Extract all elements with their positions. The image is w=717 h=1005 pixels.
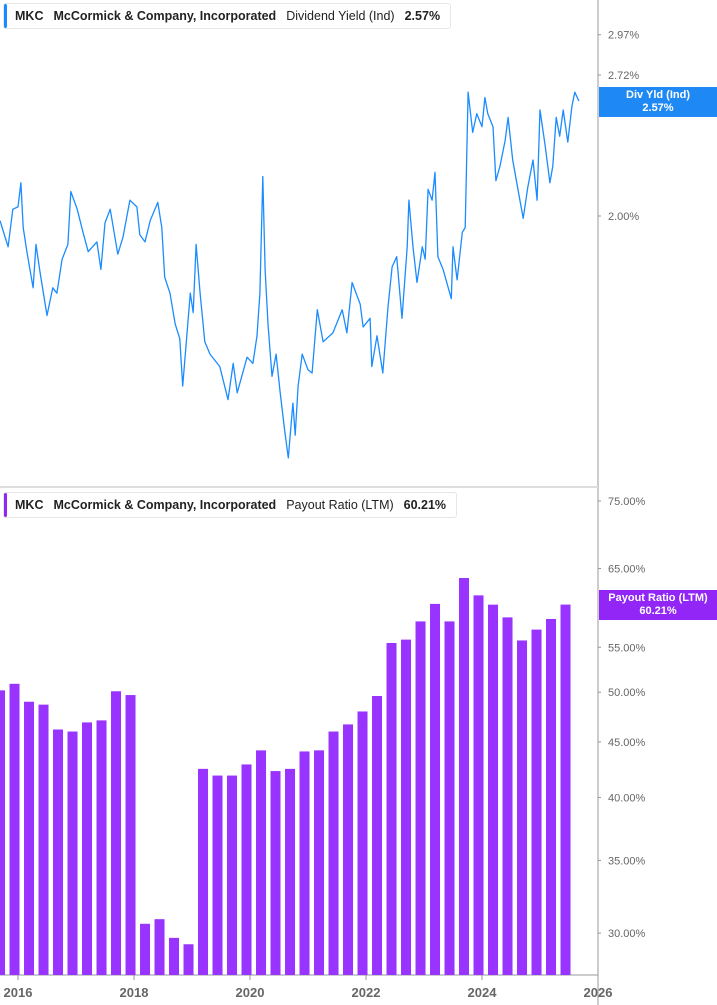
bar	[140, 923, 151, 975]
y-tick-label: 55.00%	[608, 642, 646, 654]
y-tick-label: 50.00%	[608, 687, 646, 699]
legend-value: 60.21%	[403, 498, 447, 512]
legend-ticker: MKC	[15, 498, 44, 512]
bar	[96, 720, 107, 975]
tag-label: Payout Ratio (LTM)	[608, 592, 708, 604]
series-color-stripe	[4, 493, 7, 517]
x-tick-label: 2026	[584, 985, 613, 1000]
x-tick-label: 2018	[120, 985, 149, 1000]
bar	[343, 724, 354, 975]
legend-ticker: MKC	[15, 9, 44, 23]
bar	[212, 775, 223, 975]
y-tick-label: 40.00%	[608, 792, 646, 804]
bar	[386, 643, 397, 975]
y-tick-label: 2.97%	[608, 30, 639, 42]
payout-ratio-last-value-tag: Payout Ratio (LTM) 60.21%	[599, 590, 717, 620]
bar	[154, 919, 165, 975]
x-tick-label: 2024	[468, 985, 498, 1000]
legend-company: McCormick & Company, Incorporated	[53, 498, 277, 512]
bar	[502, 617, 513, 975]
bar	[372, 696, 383, 975]
bar	[357, 711, 368, 975]
bar	[546, 618, 557, 975]
legend-company: McCormick & Company, Incorporated	[53, 9, 277, 23]
bar	[0, 690, 6, 975]
top-legend: MKC McCormick & Company, Incorporated Di…	[3, 3, 452, 29]
bar	[328, 731, 339, 975]
bar	[430, 603, 441, 975]
bar	[169, 937, 180, 975]
tag-value: 2.57%	[642, 102, 674, 114]
bar	[227, 775, 238, 975]
bar	[67, 731, 78, 975]
bar	[256, 750, 267, 975]
x-tick-label: 2020	[236, 985, 265, 1000]
y-tick-label: 2.00%	[608, 211, 639, 223]
x-tick-label: 2022	[352, 985, 381, 1000]
bar	[270, 771, 281, 975]
bar	[444, 621, 455, 975]
y-tick-label: 65.00%	[608, 563, 646, 575]
y-tick-label: 2.72%	[608, 70, 639, 82]
tag-label: Div Yld (Ind)	[626, 89, 690, 101]
y-tick-label: 75.00%	[608, 496, 646, 508]
bar	[473, 595, 484, 975]
legend-metric: Dividend Yield (Ind)	[286, 9, 395, 23]
tag-value: 60.21%	[639, 605, 677, 617]
bar	[299, 751, 310, 975]
bar-series	[0, 578, 571, 975]
dividend-yield-last-value-tag: Div Yld (Ind) 2.57%	[599, 87, 717, 117]
bar	[38, 704, 49, 975]
bar	[488, 604, 499, 975]
bar	[24, 701, 35, 975]
bar	[401, 639, 412, 975]
bottom-legend: MKC McCormick & Company, Incorporated Pa…	[3, 492, 458, 518]
y-tick-label: 35.00%	[608, 855, 646, 867]
bar	[53, 729, 64, 975]
bar	[560, 604, 571, 975]
legend-value: 2.57%	[404, 9, 441, 23]
bar	[314, 750, 325, 975]
legend-metric: Payout Ratio (LTM)	[286, 498, 394, 512]
bar	[198, 768, 209, 975]
bar	[517, 640, 528, 975]
y-tick-label: 45.00%	[608, 737, 646, 749]
bar	[125, 695, 136, 975]
bar	[415, 621, 426, 975]
bar	[82, 722, 93, 975]
bar	[183, 944, 194, 975]
y-tick-label: 30.00%	[608, 928, 646, 940]
bar	[9, 683, 20, 975]
bar	[531, 629, 542, 975]
series-color-stripe	[4, 4, 7, 28]
dividend-yield-line	[0, 91, 580, 459]
x-tick-label: 2016	[4, 985, 33, 1000]
bar	[111, 691, 122, 975]
bar	[285, 768, 296, 975]
bar	[459, 578, 470, 975]
bar	[241, 764, 252, 975]
